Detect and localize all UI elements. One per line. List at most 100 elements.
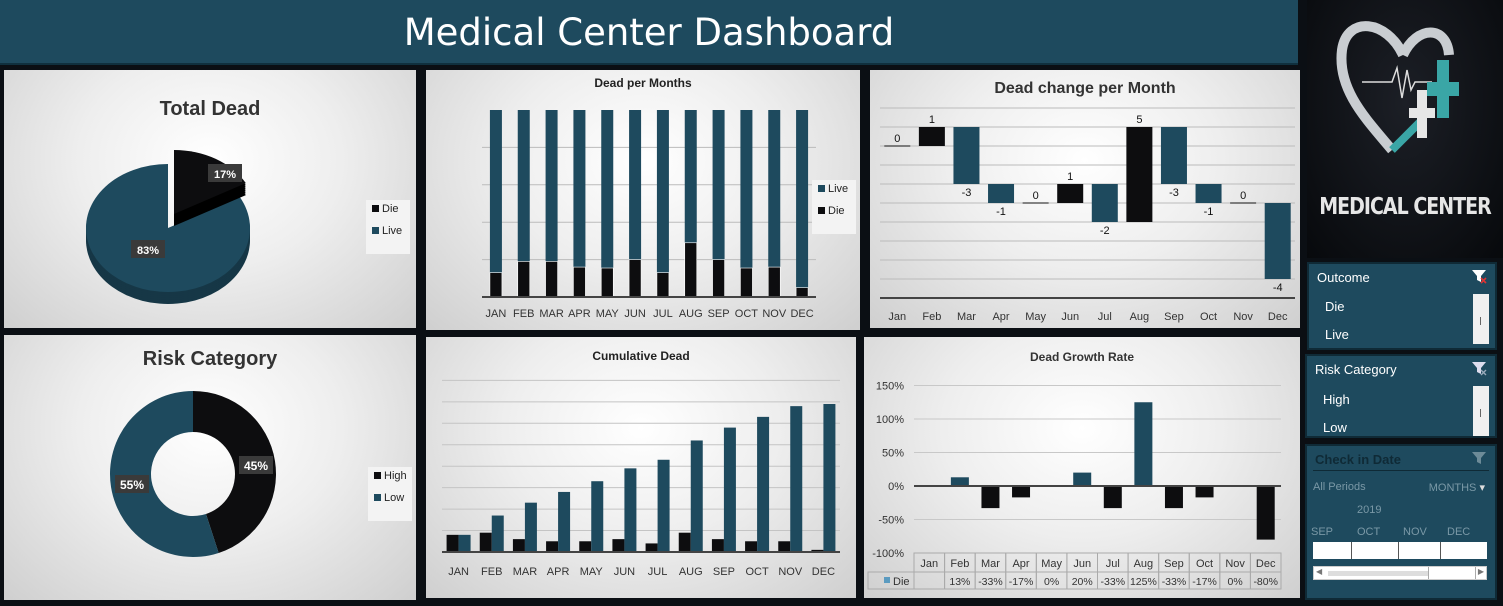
bar-die-feb: [517, 261, 531, 298]
waterfall-bar-aug: [1126, 127, 1153, 222]
x-tick-jun: JUN: [624, 308, 645, 320]
bar-live-mar: [545, 110, 558, 262]
risk-scrollbar[interactable]: [1473, 386, 1489, 436]
dead-per-months-title: Dead per Months: [594, 76, 692, 90]
bar-growth-oct: [1195, 486, 1214, 498]
table-value-apr: -17%: [1009, 576, 1034, 588]
bar-live-sep: [712, 110, 725, 260]
table-header-oct: Oct: [1196, 558, 1213, 570]
period-sep[interactable]: [1313, 542, 1352, 559]
bar-monthly-nov: [778, 541, 791, 552]
bar-monthly-apr: [546, 541, 559, 552]
table-value-may: 0%: [1044, 576, 1059, 588]
bar-live-aug: [684, 110, 697, 243]
bar-monthly-oct: [745, 541, 758, 552]
bar-monthly-sep: [711, 539, 724, 552]
data-label-aug: 5: [1136, 114, 1142, 126]
x-tick-may: MAY: [596, 308, 620, 320]
bar-die-mar: [545, 261, 558, 298]
legend-label-die: Die: [382, 203, 399, 215]
bar-cumulative-may: [591, 481, 604, 552]
month-label-sep: SEP: [1311, 526, 1333, 538]
table-header-apr: Apr: [1012, 558, 1029, 570]
slicer-item-die[interactable]: Die: [1325, 299, 1345, 314]
data-label-jan: 0: [894, 133, 900, 145]
bar-monthly-jun: [612, 539, 625, 552]
scroll-left-icon[interactable]: ◀: [1316, 567, 1323, 576]
bar-die-oct: [740, 267, 753, 298]
chevron-down-icon: ▾: [1479, 482, 1485, 494]
y-tick: 0%: [888, 481, 904, 493]
legend-label-high: High: [384, 470, 407, 482]
x-tick-jan: Jan: [888, 311, 906, 323]
clear-filter-icon[interactable]: [1471, 268, 1487, 284]
table-value-mar: -33%: [978, 576, 1003, 588]
waterfall-bar-dec: [1264, 203, 1291, 279]
data-label-dec: -4: [1273, 282, 1283, 294]
x-tick-apr: APR: [547, 566, 570, 578]
legend-swatch-low: [374, 494, 381, 501]
bar-cumulative-oct: [757, 416, 770, 552]
bar-cumulative-apr: [558, 491, 571, 552]
pie-slice-live: [86, 164, 251, 292]
x-tick-jul: JUL: [648, 566, 668, 578]
data-label-jun: 1: [1067, 171, 1073, 183]
waterfall-bar-mar: [953, 127, 980, 184]
y-tick: 100%: [876, 414, 904, 426]
bar-cumulative-sep: [723, 427, 736, 552]
x-tick-jun: Jun: [1061, 311, 1079, 323]
timeline-period-bar[interactable]: [1313, 542, 1487, 559]
x-tick-aug: Aug: [1130, 311, 1150, 323]
donut-slice-high: [193, 391, 276, 553]
clear-filter-icon[interactable]: [1471, 360, 1487, 376]
dead-change-title: Dead change per Month: [994, 80, 1176, 97]
bar-monthly-feb: [479, 532, 492, 552]
period-dec[interactable]: [1441, 542, 1487, 559]
x-tick-oct: OCT: [735, 308, 759, 320]
heart-cross-logo-icon: [1336, 21, 1459, 154]
x-tick-dec: Dec: [1268, 311, 1288, 323]
x-tick-feb: FEB: [481, 566, 502, 578]
bar-die-jun: [628, 259, 642, 298]
bar-die-apr: [573, 266, 586, 298]
bar-cumulative-aug: [690, 440, 703, 552]
y-tick: -50%: [878, 515, 904, 527]
table-row-label-die: Die: [893, 576, 910, 588]
risk-slicer: Risk Category High Low: [1305, 354, 1497, 438]
slicer-item-high[interactable]: High: [1323, 392, 1350, 407]
y-tick: -100%: [872, 548, 904, 560]
bar-growth-apr: [1012, 486, 1031, 498]
x-tick-apr: Apr: [992, 311, 1009, 323]
donut-label-low: 55%: [120, 478, 144, 492]
bar-growth-dec: [1256, 486, 1275, 540]
bar-die-aug: [684, 242, 698, 298]
outcome-scrollbar[interactable]: [1473, 294, 1489, 344]
bar-die-nov: [767, 266, 781, 298]
period-oct[interactable]: [1352, 542, 1399, 559]
time-level-dropdown[interactable]: MONTHS ▾: [1429, 481, 1485, 494]
scroll-thumb[interactable]: [1428, 567, 1476, 579]
data-label-apr: -1: [996, 206, 1006, 218]
pie-label-die: 17%: [214, 169, 236, 181]
waterfall-bar-jun: [1057, 184, 1084, 203]
timeline-scrollbar[interactable]: ◀ ▶: [1313, 566, 1487, 580]
slicer-item-live[interactable]: Live: [1325, 327, 1349, 342]
x-tick-jul: JUL: [653, 308, 673, 320]
bar-die-may: [600, 267, 614, 298]
x-tick-nov: NOV: [762, 308, 787, 320]
bar-growth-mar: [981, 486, 1000, 509]
x-tick-jul: Jul: [1098, 311, 1112, 323]
bar-cumulative-jan: [458, 534, 471, 552]
legend-label-live: Live: [828, 183, 848, 195]
bar-growth-jun: [1073, 472, 1092, 486]
medical-center-logo: MEDICAL CENTER: [1307, 0, 1503, 258]
period-nov[interactable]: [1399, 542, 1442, 559]
bar-growth-jul: [1103, 486, 1122, 509]
clear-filter-icon[interactable]: [1471, 450, 1487, 466]
slicer-item-low[interactable]: Low: [1323, 420, 1347, 435]
waterfall-bar-jul: [1091, 184, 1118, 222]
legend-label-die: Die: [828, 205, 845, 217]
x-tick-jan: JAN: [486, 308, 507, 320]
bar-live-jun: [629, 110, 642, 260]
scroll-right-icon[interactable]: ▶: [1477, 567, 1484, 576]
